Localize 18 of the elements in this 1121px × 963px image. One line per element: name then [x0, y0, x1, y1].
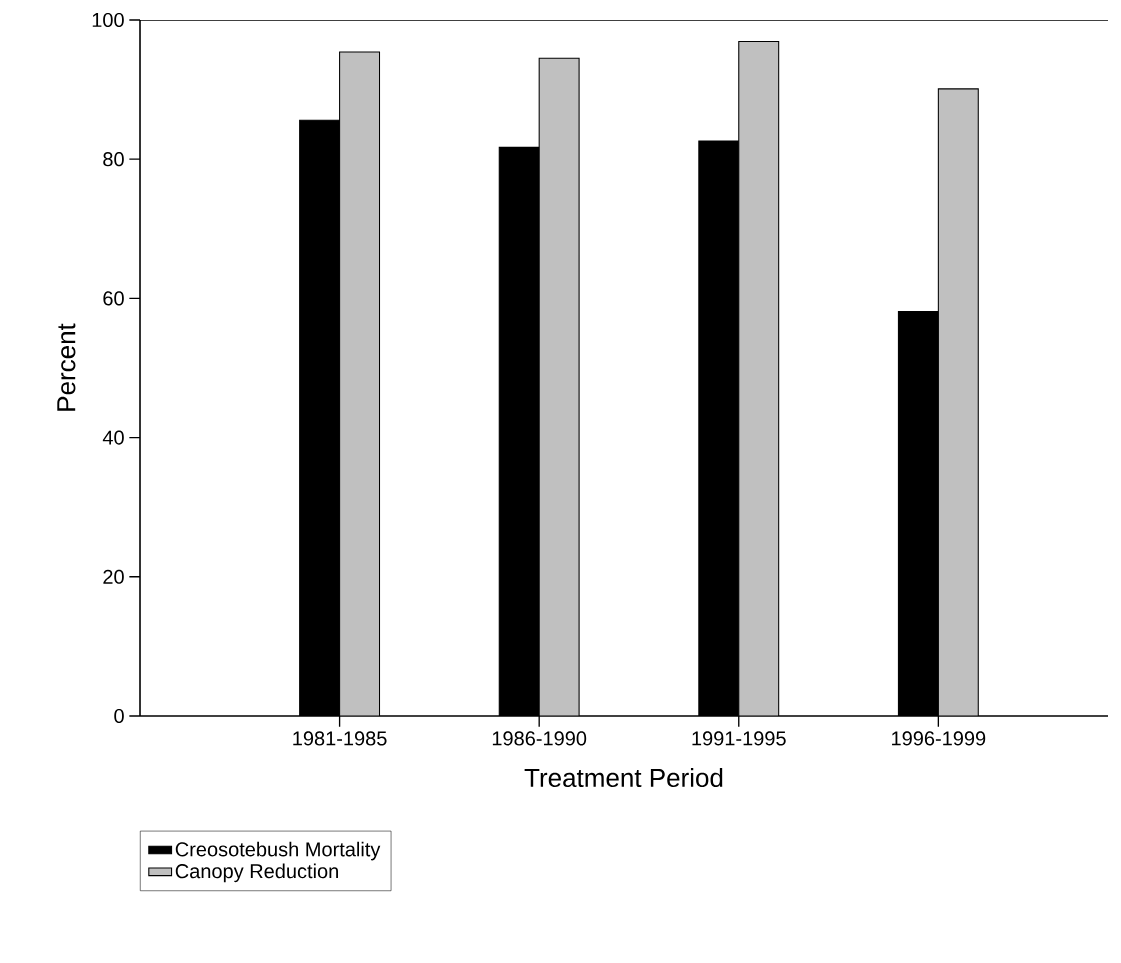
y-tick-label: 40: [102, 430, 124, 445]
y-tick-label: 80: [103, 152, 124, 167]
bar: [339, 51, 381, 716]
x-tick-label: 1981-1985: [293, 731, 387, 746]
bar: [538, 57, 580, 716]
y-axis-title: Percent: [57, 323, 76, 411]
y-tick-label: 100: [92, 12, 124, 28]
x-tick-label: 1991-1995: [692, 731, 786, 746]
bar: [738, 41, 780, 716]
legend-label: Canopy Reduction: [175, 863, 338, 883]
y-tick-label: 20: [103, 569, 124, 584]
x-tick-label: 1986-1990: [492, 731, 587, 746]
x-tick-label: 1996-1999: [892, 731, 986, 746]
legend-label: Creosotebush Mortality: [175, 841, 381, 861]
x-axis-title: Treatment Period: [524, 768, 723, 788]
y-tick-label: 60: [103, 291, 124, 306]
bar: [937, 88, 979, 716]
y-tick-label: 0: [114, 708, 124, 724]
